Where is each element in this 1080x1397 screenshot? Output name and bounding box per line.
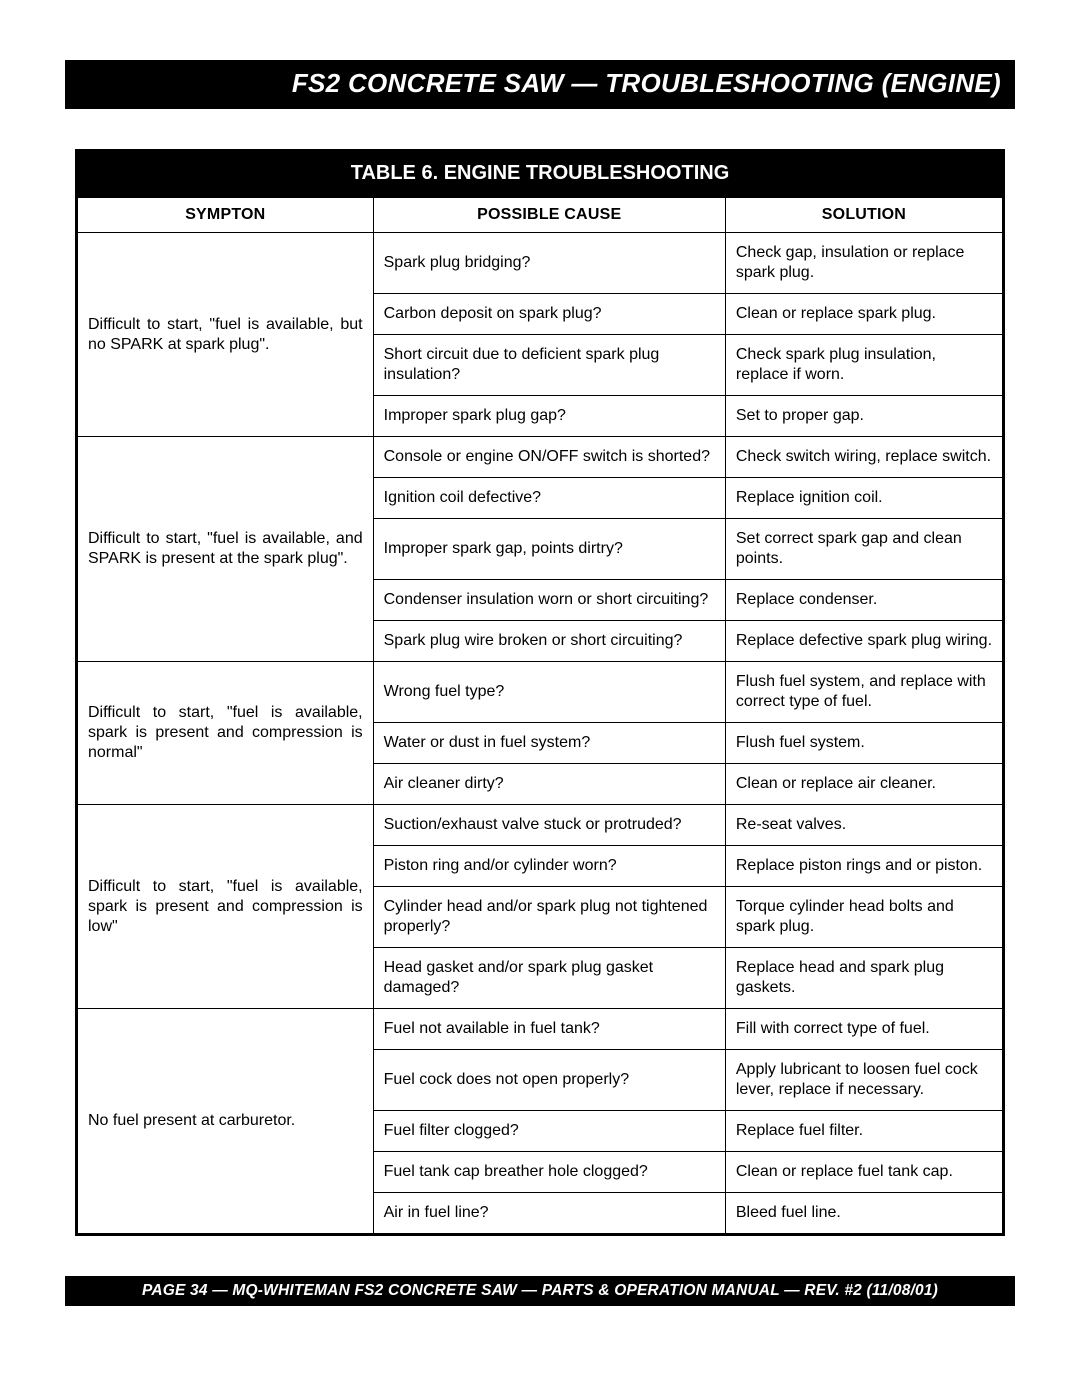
- cause-cell: Improper spark gap, points dirtry?: [373, 519, 725, 580]
- cause-cell: Head gasket and/or spark plug gasket dam…: [373, 948, 725, 1009]
- col-symptom: SYMPTON: [77, 197, 374, 233]
- cause-cell: Console or engine ON/OFF switch is short…: [373, 437, 725, 478]
- symptom-cell: Difficult to start, "fuel is available, …: [77, 662, 374, 805]
- table-caption: TABLE 6. ENGINE TROUBLESHOOTING: [77, 151, 1004, 197]
- symptom-cell: Difficult to start, "fuel is available, …: [77, 233, 374, 437]
- table-body: Difficult to start, "fuel is available, …: [77, 233, 1004, 1235]
- symptom-cell: Difficult to start, "fuel is available, …: [77, 805, 374, 1009]
- solution-cell: Check spark plug insulation, replace if …: [725, 335, 1003, 396]
- cause-cell: Fuel filter clogged?: [373, 1111, 725, 1152]
- cause-cell: Spark plug wire broken or short circuiti…: [373, 621, 725, 662]
- cause-cell: Fuel cock does not open properly?: [373, 1050, 725, 1111]
- solution-cell: Clean or replace fuel tank cap.: [725, 1152, 1003, 1193]
- table-row: Difficult to start, "fuel is available, …: [77, 437, 1004, 478]
- symptom-cell: No fuel present at carburetor.: [77, 1009, 374, 1235]
- cause-cell: Piston ring and/or cylinder worn?: [373, 846, 725, 887]
- cause-cell: Spark plug bridging?: [373, 233, 725, 294]
- table-row: Difficult to start, "fuel is available, …: [77, 662, 1004, 723]
- table-row: No fuel present at carburetor.Fuel not a…: [77, 1009, 1004, 1050]
- cause-cell: Carbon deposit on spark plug?: [373, 294, 725, 335]
- solution-cell: Flush fuel system, and replace with corr…: [725, 662, 1003, 723]
- table-row: Difficult to start, "fuel is available, …: [77, 805, 1004, 846]
- page-footer-bar: PAGE 34 — MQ-WHITEMAN FS2 CONCRETE SAW —…: [65, 1276, 1015, 1306]
- troubleshooting-table: TABLE 6. ENGINE TROUBLESHOOTING SYMPTON …: [75, 149, 1005, 1236]
- solution-cell: Torque cylinder head bolts and spark plu…: [725, 887, 1003, 948]
- cause-cell: Air cleaner dirty?: [373, 764, 725, 805]
- solution-cell: Flush fuel system.: [725, 723, 1003, 764]
- cause-cell: Water or dust in fuel system?: [373, 723, 725, 764]
- solution-cell: Replace condenser.: [725, 580, 1003, 621]
- col-cause: POSSIBLE CAUSE: [373, 197, 725, 233]
- solution-cell: Set to proper gap.: [725, 396, 1003, 437]
- table-caption-row: TABLE 6. ENGINE TROUBLESHOOTING: [77, 151, 1004, 197]
- cause-cell: Ignition coil defective?: [373, 478, 725, 519]
- cause-cell: Air in fuel line?: [373, 1193, 725, 1235]
- solution-cell: Replace ignition coil.: [725, 478, 1003, 519]
- solution-cell: Clean or replace air cleaner.: [725, 764, 1003, 805]
- cause-cell: Fuel not available in fuel tank?: [373, 1009, 725, 1050]
- page-title: FS2 CONCRETE SAW — TROUBLESHOOTING (ENGI…: [292, 68, 1001, 98]
- solution-cell: Check switch wiring, replace switch.: [725, 437, 1003, 478]
- solution-cell: Check gap, insulation or replace spark p…: [725, 233, 1003, 294]
- solution-cell: Replace defective spark plug wiring.: [725, 621, 1003, 662]
- cause-cell: Fuel tank cap breather hole clogged?: [373, 1152, 725, 1193]
- solution-cell: Replace head and spark plug gaskets.: [725, 948, 1003, 1009]
- page-title-bar: FS2 CONCRETE SAW — TROUBLESHOOTING (ENGI…: [65, 60, 1015, 109]
- solution-cell: Replace piston rings and or piston.: [725, 846, 1003, 887]
- cause-cell: Short circuit due to deficient spark plu…: [373, 335, 725, 396]
- symptom-cell: Difficult to start, "fuel is available, …: [77, 437, 374, 662]
- table-row: Difficult to start, "fuel is available, …: [77, 233, 1004, 294]
- table-container: TABLE 6. ENGINE TROUBLESHOOTING SYMPTON …: [75, 149, 1005, 1236]
- manual-page: FS2 CONCRETE SAW — TROUBLESHOOTING (ENGI…: [0, 0, 1080, 1346]
- cause-cell: Improper spark plug gap?: [373, 396, 725, 437]
- cause-cell: Suction/exhaust valve stuck or protruded…: [373, 805, 725, 846]
- solution-cell: Clean or replace spark plug.: [725, 294, 1003, 335]
- solution-cell: Bleed fuel line.: [725, 1193, 1003, 1235]
- solution-cell: Set correct spark gap and clean points.: [725, 519, 1003, 580]
- cause-cell: Cylinder head and/or spark plug not tigh…: [373, 887, 725, 948]
- cause-cell: Condenser insulation worn or short circu…: [373, 580, 725, 621]
- col-solution: SOLUTION: [725, 197, 1003, 233]
- cause-cell: Wrong fuel type?: [373, 662, 725, 723]
- page-footer: PAGE 34 — MQ-WHITEMAN FS2 CONCRETE SAW —…: [142, 1282, 938, 1299]
- solution-cell: Replace fuel filter.: [725, 1111, 1003, 1152]
- solution-cell: Apply lubricant to loosen fuel cock leve…: [725, 1050, 1003, 1111]
- solution-cell: Re-seat valves.: [725, 805, 1003, 846]
- table-header-row: SYMPTON POSSIBLE CAUSE SOLUTION: [77, 197, 1004, 233]
- solution-cell: Fill with correct type of fuel.: [725, 1009, 1003, 1050]
